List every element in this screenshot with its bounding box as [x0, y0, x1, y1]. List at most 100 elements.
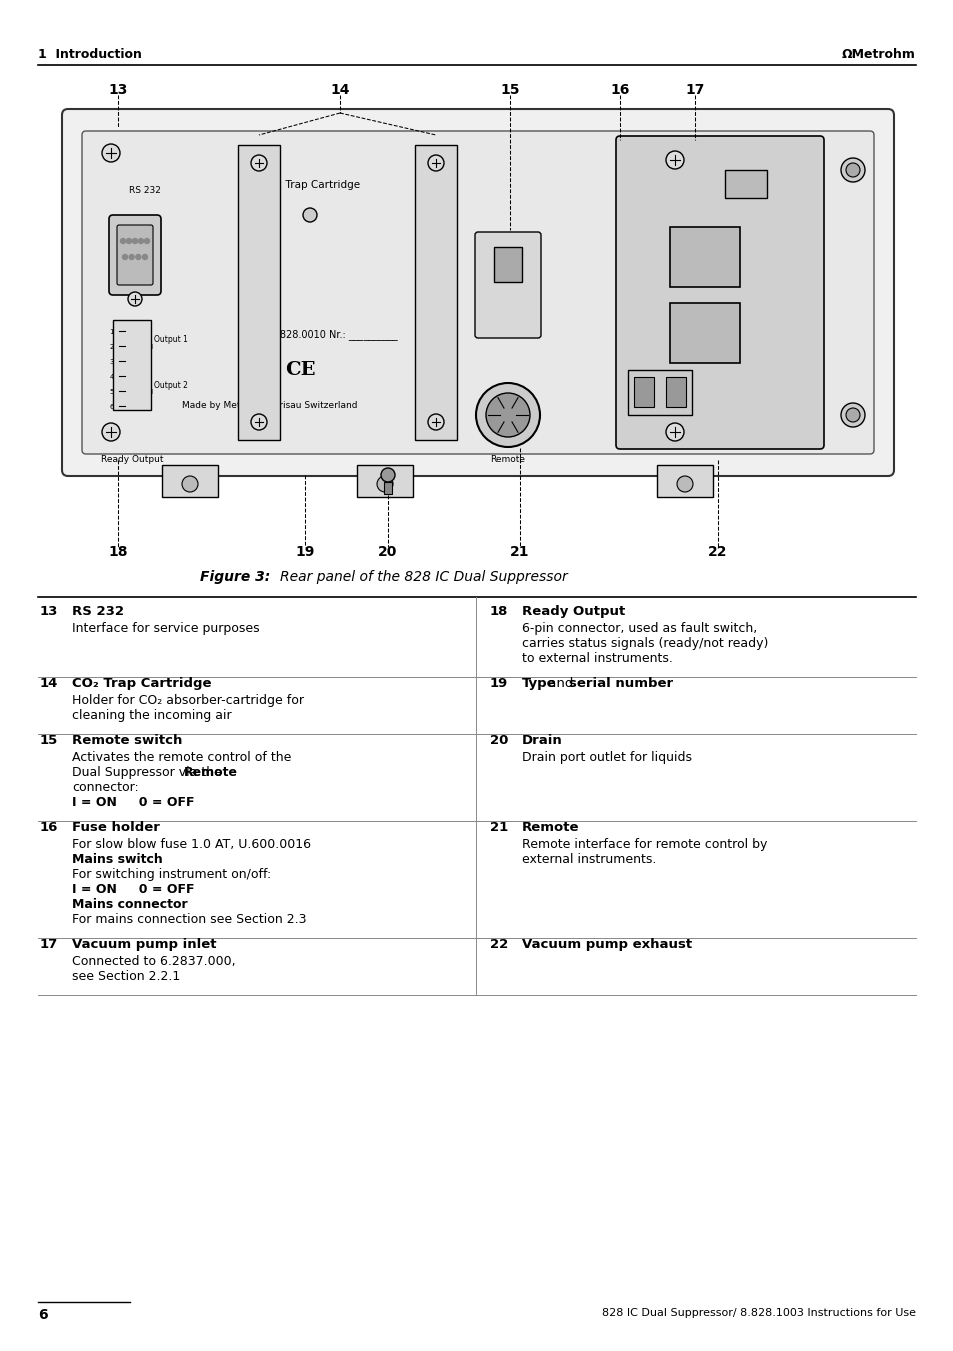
- Text: OFF: OFF: [479, 286, 498, 297]
- Text: Drain: Drain: [521, 734, 562, 747]
- Text: Vacuum pump exhaust: Vacuum pump exhaust: [521, 938, 691, 951]
- Circle shape: [841, 403, 864, 427]
- Circle shape: [120, 239, 126, 243]
- Text: 13: 13: [40, 605, 58, 617]
- Bar: [112, 320, 151, 409]
- Text: 18: 18: [490, 605, 508, 617]
- Circle shape: [251, 413, 267, 430]
- Text: 100-240 V: 100-240 V: [720, 373, 762, 382]
- Text: 6: 6: [38, 1308, 48, 1323]
- Bar: [634, 377, 654, 407]
- Bar: [669, 303, 740, 363]
- Text: 1  Introduction: 1 Introduction: [38, 49, 142, 61]
- Circle shape: [665, 151, 683, 169]
- Circle shape: [102, 423, 120, 440]
- Text: 1.0 AT: 1.0 AT: [768, 184, 794, 193]
- Text: 21: 21: [510, 544, 529, 559]
- Bar: [494, 247, 521, 282]
- Circle shape: [303, 208, 316, 222]
- Text: Drain port outlet for liquids: Drain port outlet for liquids: [521, 751, 691, 765]
- Text: 16: 16: [610, 82, 629, 97]
- Text: 1: 1: [110, 330, 113, 335]
- Circle shape: [182, 476, 198, 492]
- Text: 17: 17: [684, 82, 704, 97]
- Text: 20: 20: [378, 544, 397, 559]
- FancyBboxPatch shape: [117, 226, 152, 285]
- Text: For slow blow fuse 1.0 AT, U.600.0016: For slow blow fuse 1.0 AT, U.600.0016: [71, 838, 311, 851]
- Circle shape: [845, 408, 859, 422]
- Text: I = ON     0 = OFF: I = ON 0 = OFF: [71, 884, 194, 896]
- Text: Vacuum pump inlet: Vacuum pump inlet: [71, 938, 216, 951]
- Text: For switching instrument on/off:: For switching instrument on/off:: [71, 867, 271, 881]
- Text: external instruments.: external instruments.: [521, 852, 656, 866]
- Text: COM: COM: [138, 389, 154, 394]
- Text: 21: 21: [490, 821, 508, 834]
- Text: see Section 2.2.1: see Section 2.2.1: [71, 970, 180, 984]
- Text: ON: ON: [479, 243, 495, 253]
- Bar: [415, 145, 456, 440]
- Bar: [724, 170, 766, 199]
- Text: f = 50/60 Hz: f = 50/60 Hz: [720, 385, 772, 394]
- Text: Activates the remote control of the: Activates the remote control of the: [71, 751, 291, 765]
- FancyBboxPatch shape: [475, 232, 540, 338]
- Text: ■: ■: [128, 330, 134, 335]
- Text: Holder for CO₂ absorber-cartridge for: Holder for CO₂ absorber-cartridge for: [71, 694, 304, 707]
- Text: Typ: 1.828.0010 Nr.: __________: Typ: 1.828.0010 Nr.: __________: [248, 330, 397, 340]
- Text: 13: 13: [109, 82, 128, 97]
- Bar: [657, 465, 712, 497]
- Text: NO: NO: [138, 359, 149, 365]
- Text: ΩMetrohm: ΩMetrohm: [841, 49, 915, 61]
- Text: P = 25 W: P = 25 W: [720, 397, 758, 407]
- Circle shape: [845, 163, 859, 177]
- FancyBboxPatch shape: [62, 109, 893, 476]
- Text: OFF: OFF: [741, 253, 760, 263]
- Text: 18: 18: [108, 544, 128, 559]
- Circle shape: [138, 239, 143, 243]
- Circle shape: [428, 155, 443, 172]
- FancyBboxPatch shape: [82, 131, 873, 454]
- Text: 5: 5: [110, 389, 113, 394]
- Text: ■: ■: [128, 345, 134, 350]
- Circle shape: [144, 239, 150, 243]
- Circle shape: [132, 239, 137, 243]
- Text: Dual Suppressor via the: Dual Suppressor via the: [71, 766, 226, 780]
- Text: Fuse holder: Fuse holder: [71, 821, 160, 834]
- Text: Remote switch: Remote switch: [71, 734, 182, 747]
- Text: Remote: Remote: [521, 821, 578, 834]
- Text: Type: Type: [521, 677, 556, 690]
- Text: Remote: Remote: [184, 766, 238, 780]
- Text: Mains connector: Mains connector: [71, 898, 188, 911]
- Text: ■: ■: [128, 374, 134, 380]
- Text: I = ON     0 = OFF: I = ON 0 = OFF: [71, 796, 194, 809]
- Text: RS 232: RS 232: [71, 605, 124, 617]
- Text: ■: ■: [128, 404, 134, 409]
- Text: Remote: Remote: [490, 455, 525, 463]
- Text: Mains switch: Mains switch: [71, 852, 163, 866]
- Text: 3: 3: [110, 359, 113, 365]
- Circle shape: [677, 476, 692, 492]
- Circle shape: [428, 413, 443, 430]
- Text: serial number: serial number: [568, 677, 672, 690]
- Text: cleaning the incoming air: cleaning the incoming air: [71, 709, 232, 721]
- Circle shape: [251, 155, 267, 172]
- Bar: [627, 370, 691, 415]
- Text: ON: ON: [741, 230, 757, 240]
- Text: 14: 14: [40, 677, 58, 690]
- Circle shape: [841, 158, 864, 182]
- Text: ■: ■: [128, 389, 134, 394]
- Circle shape: [135, 254, 141, 259]
- Text: RS 232: RS 232: [129, 186, 161, 195]
- Circle shape: [122, 254, 128, 259]
- Text: carries status signals (ready/not ready): carries status signals (ready/not ready): [521, 638, 767, 650]
- Text: ⓘ: ⓘ: [242, 361, 253, 380]
- Text: 4: 4: [110, 374, 113, 380]
- Text: Output 2: Output 2: [153, 381, 188, 389]
- Bar: [356, 465, 413, 497]
- Circle shape: [102, 145, 120, 162]
- Circle shape: [128, 292, 142, 305]
- Text: 14: 14: [330, 82, 350, 97]
- Circle shape: [129, 254, 134, 259]
- FancyBboxPatch shape: [109, 215, 161, 295]
- Text: Made by Metrohm Herisau Switzerland: Made by Metrohm Herisau Switzerland: [182, 400, 357, 409]
- Text: NC: NC: [138, 330, 148, 335]
